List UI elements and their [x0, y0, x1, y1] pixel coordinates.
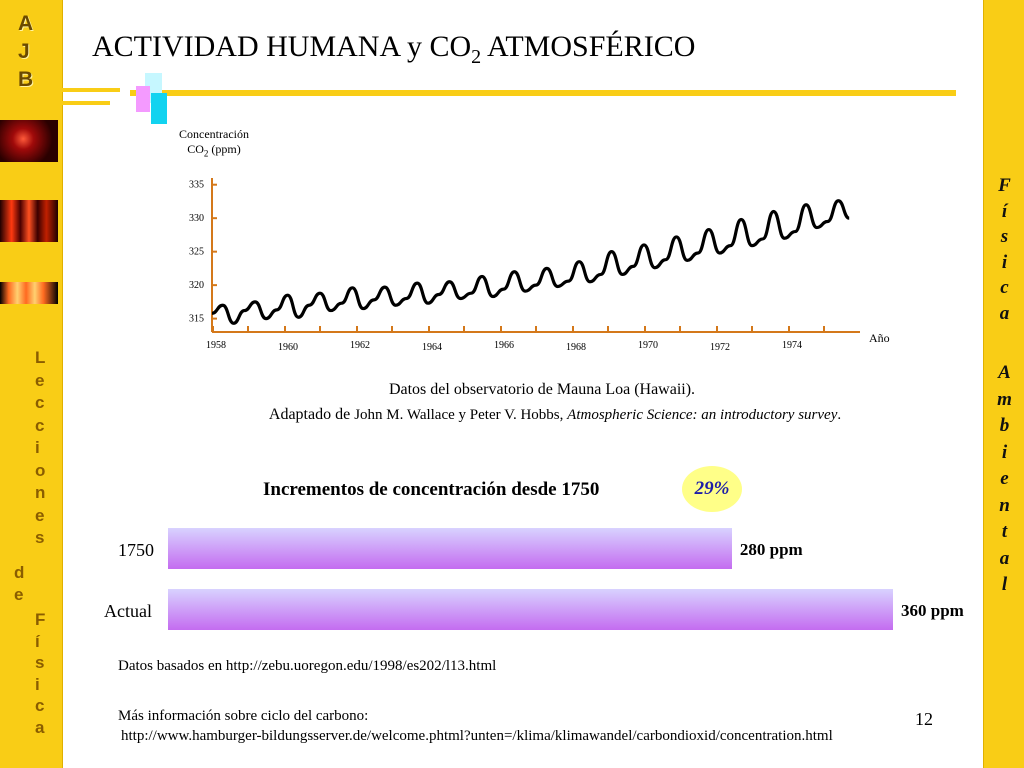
sidebar-letter: m — [997, 388, 1012, 410]
decor-square-cyan — [151, 93, 167, 124]
source-citation: Adaptado de John M. Wallace y Peter V. H… — [0, 406, 1024, 424]
sidebar-letter: a — [999, 547, 1010, 569]
bar-category-1750: 1750 — [118, 540, 154, 560]
sidebar-letter: s — [35, 528, 45, 547]
sidebar-letter: l — [1001, 574, 1008, 595]
x-tick-label: 1974 — [782, 340, 802, 351]
sidebar-letter: b — [999, 415, 1010, 436]
x-tick-label: 1964 — [422, 342, 442, 353]
sidebar-letter: í — [1001, 200, 1008, 222]
sidebar-letter: c — [35, 393, 45, 412]
x-tick-label: 1972 — [710, 342, 730, 353]
x-tick-label: 1966 — [494, 340, 514, 351]
sidebar-letter: c — [35, 696, 45, 715]
thumbnail-image — [0, 282, 58, 304]
sidebar-letter: e — [35, 505, 45, 525]
citation-dot: . — [837, 407, 842, 423]
y-axis-label-line1: Concentración — [179, 127, 249, 141]
sidebar-letter: í — [35, 631, 40, 651]
sidebar-letter: i — [1001, 441, 1008, 463]
x-axis-label: Año — [869, 331, 890, 345]
bar-value-1750: 280 ppm — [739, 540, 803, 559]
decor-bar — [130, 90, 956, 96]
decor-square-pink — [136, 86, 150, 112]
more-info-link[interactable]: http://www.hamburger-bildungsserver.de/w… — [121, 728, 833, 744]
thumbnail-image — [0, 120, 58, 162]
title-main: ACTIVIDAD HUMANA y CO — [92, 30, 472, 63]
sidebar-letter: i — [1001, 251, 1008, 273]
bar-1750 — [168, 528, 732, 569]
page-number: 12 — [915, 709, 933, 729]
ajb-letter: A — [18, 12, 34, 35]
sidebar-letter: F — [998, 175, 1011, 196]
bar-value-actual: 360 ppm — [901, 601, 964, 620]
sidebar-letter: e — [14, 585, 24, 604]
y-axis-label-sub: 2 — [203, 148, 209, 159]
source-line: Datos del observatorio de Mauna Loa (Haw… — [388, 381, 696, 398]
decor-bar — [62, 101, 110, 105]
decor-bar — [62, 88, 120, 92]
sidebar-letter: i — [35, 438, 40, 457]
y-axis-label-unit: (ppm) — [208, 142, 241, 156]
percentage-badge: 29% — [682, 466, 742, 512]
y-tick-label: 315 — [189, 314, 204, 325]
sidebar-letter: A — [998, 362, 1011, 383]
sidebar-letter: s — [1000, 226, 1009, 247]
page-title: ACTIVIDAD HUMANA y CO2 ATMOSFÉRICO — [92, 30, 695, 69]
sidebar-letter: n — [35, 483, 46, 502]
bar-actual — [168, 589, 893, 630]
ajb-letter: B — [18, 68, 34, 91]
citation-book: Atmospheric Science: an introductory sur… — [567, 407, 838, 423]
sidebar-letter: n — [999, 494, 1010, 516]
thumbnail-image — [0, 200, 58, 242]
sidebar-letter: o — [35, 460, 46, 480]
citation-adapted: Adaptado de — [268, 406, 355, 423]
sidebar-letter: d — [14, 563, 25, 582]
sidebar-letter: F — [35, 610, 46, 629]
sidebar-letter: a — [35, 717, 45, 737]
x-tick-label: 1962 — [350, 340, 370, 351]
co2-line-chart: 315 320 325 330 335 1958 1960 1962 1964 1966 1968 1… — [189, 178, 860, 353]
title-subscript: 2 — [471, 46, 482, 68]
x-tick-label: 1960 — [278, 342, 298, 353]
co2-series-line — [211, 199, 850, 325]
sidebar-letter: c — [35, 415, 45, 435]
title-tail: ATMOSFÉRICO — [481, 30, 696, 63]
sidebar-letter: t — [1001, 521, 1008, 542]
y-axis-label: Concentración CO2 (ppm) — [164, 127, 264, 161]
citation-authors: John M. Wallace y Peter V. Hobbs, — [354, 407, 568, 423]
increments-title: Incrementos de concentración desde 1750 — [263, 479, 600, 500]
y-tick-label: 330 — [189, 213, 204, 224]
sidebar-letter: e — [1000, 468, 1009, 489]
y-axis-label-co: CO — [187, 142, 204, 156]
x-tick-label: 1968 — [566, 342, 586, 353]
sidebar-letter: e — [35, 370, 45, 390]
more-info-label: Más información sobre ciclo del carbono: — [118, 708, 369, 724]
ajb-letter: J — [18, 40, 30, 63]
y-tick-label: 325 — [189, 247, 204, 258]
bar-category-actual: Actual — [104, 601, 152, 621]
sidebar-letter: c — [1000, 277, 1009, 298]
sidebar-letter: L — [35, 348, 46, 367]
sidebar-letter: i — [35, 674, 40, 694]
sidebar-letter: a — [999, 302, 1010, 324]
x-tick-label: 1958 — [206, 340, 226, 351]
data-source-link[interactable]: Datos basados en http://zebu.uoregon.edu… — [118, 658, 497, 674]
y-tick-label: 320 — [189, 280, 204, 291]
sidebar-letter: s — [35, 653, 45, 672]
y-tick-label: 335 — [189, 180, 204, 191]
x-tick-label: 1970 — [638, 340, 658, 351]
